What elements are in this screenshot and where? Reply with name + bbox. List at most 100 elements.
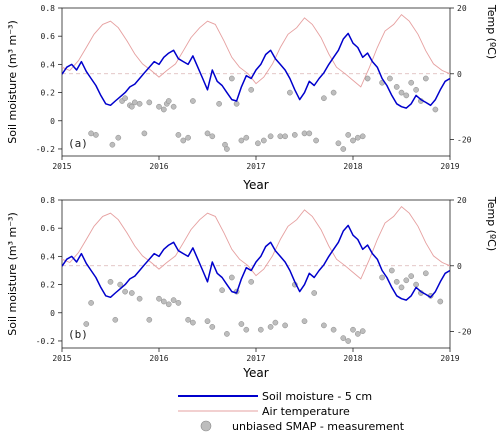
smap-point xyxy=(175,132,182,138)
soil-moisture-series xyxy=(62,32,450,109)
smap-point xyxy=(408,273,415,279)
smap-point xyxy=(330,89,337,96)
x-tick-label: 2018 xyxy=(343,162,362,171)
smap-point xyxy=(204,130,211,137)
y-axis-label: Soil moisture (m³ m⁻³) xyxy=(6,212,19,336)
smap-point xyxy=(185,134,191,141)
smap-point xyxy=(350,137,356,144)
smap-point xyxy=(260,137,267,144)
smap-point xyxy=(287,89,293,96)
smap-point xyxy=(160,298,167,305)
smap-point xyxy=(432,106,439,113)
smap-point xyxy=(387,75,393,82)
smap-point xyxy=(422,75,429,82)
x-axis-ticks: 2015 2016 2017 2018 2019 xyxy=(52,348,460,363)
y-tick-label: 0.6 xyxy=(41,224,56,233)
smap-point xyxy=(282,133,288,140)
smap-point xyxy=(388,267,395,274)
smap-point xyxy=(340,146,347,152)
y-tick-label: 0.8 xyxy=(41,4,56,13)
smap-point xyxy=(398,89,405,96)
smap-point xyxy=(321,322,327,329)
y-tick-label: 0.2 xyxy=(41,89,56,98)
smap-point xyxy=(345,132,352,138)
smap-point xyxy=(156,103,162,110)
x-axis-label: Year xyxy=(242,366,268,380)
legend-smap-label: unbiased SMAP - measurement xyxy=(232,420,405,433)
smap-point xyxy=(413,281,419,288)
smap-point xyxy=(156,295,162,302)
soil-moisture-line xyxy=(62,224,450,301)
x-tick-label: 2017 xyxy=(246,162,265,171)
smap-point xyxy=(255,140,261,147)
smap-point xyxy=(243,134,250,141)
x-tick-label: 2015 xyxy=(52,162,71,171)
smap-point xyxy=(403,92,410,99)
smap-point xyxy=(340,335,347,341)
smap-point xyxy=(190,98,196,104)
smap-point xyxy=(122,288,128,295)
smap-point xyxy=(204,318,211,325)
smap-point xyxy=(122,95,128,102)
y-tick-label: 0.8 xyxy=(41,196,56,205)
smap-point xyxy=(141,130,148,137)
smap-point xyxy=(233,100,240,107)
smap-point xyxy=(109,141,116,148)
smap-point xyxy=(408,79,415,86)
smap-point xyxy=(128,103,135,110)
x-axis-label: Year xyxy=(242,178,268,192)
y-tick-label: -0.2 xyxy=(36,337,55,346)
y-axis-label: Soil moisture (m³ m⁻³) xyxy=(6,20,19,144)
x-axis-ticks: 2015 2016 2017 2018 2019 xyxy=(52,156,460,171)
smap-point xyxy=(437,298,444,305)
smap-point xyxy=(146,99,153,106)
smap-point xyxy=(136,295,143,302)
smap-point xyxy=(301,318,308,325)
smap-point xyxy=(330,326,337,333)
smap-point xyxy=(224,331,230,337)
panel-label: (a) xyxy=(68,137,88,150)
y2-tick-label: 20 xyxy=(457,196,467,205)
smap-point xyxy=(345,338,352,344)
y-tick-label: -0.2 xyxy=(36,145,55,154)
smap-point xyxy=(354,134,361,141)
y2-axis-ticks: -20 0 20 xyxy=(450,196,472,337)
smap-point xyxy=(311,290,318,296)
legend-soil-label: Soil moisture - 5 cm xyxy=(262,390,372,403)
smap-point xyxy=(359,133,366,140)
y2-axis-label: Temp (ºC) xyxy=(485,4,498,59)
smap-point xyxy=(422,270,429,277)
smap-point xyxy=(136,100,143,107)
y2-axis-label: Temp (ºC) xyxy=(485,196,498,251)
smap-point xyxy=(267,133,274,140)
y2-axis-ticks: -20 0 20 xyxy=(450,4,472,145)
smap-point xyxy=(282,322,288,329)
smap-point xyxy=(170,103,177,110)
smap-point xyxy=(190,319,196,326)
smap-point xyxy=(313,137,319,144)
smap-point xyxy=(243,326,250,333)
legend: Soil moisture - 5 cm Air temperature unb… xyxy=(178,390,405,433)
smap-point xyxy=(165,98,172,104)
smap-point xyxy=(248,278,255,285)
smap-point xyxy=(83,321,90,327)
legend-temp-label: Air temperature xyxy=(262,405,350,418)
x-tick-label: 2016 xyxy=(149,354,168,363)
smap-point xyxy=(306,130,313,137)
smap-point xyxy=(219,287,225,294)
smap-point xyxy=(238,321,245,327)
smap-point xyxy=(112,316,119,323)
x-tick-label: 2016 xyxy=(149,162,168,171)
y2-tick-label: 20 xyxy=(457,4,467,13)
smap-point xyxy=(359,328,366,334)
smap-measurement-series xyxy=(88,75,439,152)
smap-point xyxy=(115,134,122,141)
smap-point xyxy=(228,274,235,281)
smap-point xyxy=(131,99,138,106)
soil-moisture-series xyxy=(62,224,450,301)
smap-point xyxy=(88,300,94,306)
smap-point xyxy=(185,316,191,323)
